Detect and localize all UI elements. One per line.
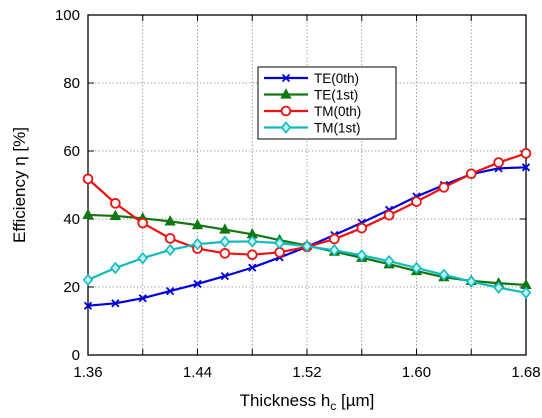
data-point (220, 271, 230, 281)
data-point (411, 261, 422, 275)
y-axis-label: Efficiency η [%] (10, 127, 29, 243)
data-point (82, 173, 94, 185)
y-tick-label: 20 (63, 279, 80, 296)
legend-swatch-marker (280, 105, 292, 117)
data-point (520, 286, 532, 300)
data-point (137, 251, 148, 265)
data-point (165, 286, 175, 296)
data-point (247, 235, 258, 248)
data-point (191, 218, 204, 230)
data-point (137, 217, 149, 229)
data-point (138, 294, 147, 303)
x-tick-label: 1.44 (183, 364, 212, 381)
data-point (438, 268, 450, 282)
y-tick-label: 60 (63, 143, 80, 160)
data-point (329, 244, 340, 257)
data-point (493, 281, 504, 294)
data-point (521, 163, 531, 172)
data-point (248, 263, 257, 272)
data-point (438, 182, 450, 193)
legend: TE(0th) TE(1st)TM(0th) TM(1st) (257, 66, 397, 140)
legend-item: TM(0th) (264, 104, 361, 119)
data-point (219, 248, 231, 259)
data-point (110, 261, 121, 275)
data-point (411, 196, 422, 207)
data-point (466, 275, 477, 288)
y-tick-label: 0 (72, 347, 80, 364)
x-axis-label-main: Thickness h (240, 391, 331, 410)
y-tick-label: 80 (63, 75, 80, 92)
y-tick-label: 100 (55, 7, 80, 24)
data-point (82, 273, 94, 287)
data-point (383, 209, 395, 221)
data-point (520, 148, 532, 159)
series-group (82, 148, 532, 310)
legend-swatch-marker (281, 73, 291, 83)
legend-item: TE(1st) (264, 88, 358, 103)
data-point (82, 208, 94, 220)
data-point (465, 168, 477, 180)
y-tick-label: 40 (63, 211, 80, 228)
data-point (193, 279, 202, 289)
x-axis-label-unit: [µm] (336, 391, 374, 410)
data-point (356, 222, 368, 234)
data-point (219, 235, 231, 249)
data-point (164, 243, 176, 257)
axis-ticks: 1.36 1.44 1.52 1.60 1.68 0 20 40 60 80 100 (55, 7, 541, 381)
data-point (110, 198, 121, 209)
legend-swatch-marker (280, 88, 292, 99)
data-point (111, 299, 120, 308)
data-point (109, 209, 122, 221)
legend-label: TE(0th) (314, 71, 359, 86)
legend-label: TM(0th) (314, 104, 361, 119)
legend-swatch-marker (280, 121, 292, 134)
data-point (301, 239, 313, 253)
x-tick-label: 1.36 (73, 364, 102, 381)
data-point (356, 249, 367, 262)
plot-frame (87, 14, 527, 356)
legend-label: TM(1st) (314, 121, 361, 136)
data-point (246, 249, 258, 261)
data-point (83, 301, 93, 310)
data-point (164, 233, 176, 244)
data-point (164, 215, 176, 226)
data-point (192, 237, 203, 251)
legend-item: TM(1st) (264, 121, 361, 136)
x-tick-label: 1.68 (511, 364, 540, 381)
data-point (383, 254, 395, 268)
legend-label: TE(1st) (314, 88, 358, 103)
grid (88, 15, 526, 355)
data-point (493, 157, 504, 168)
data-point (274, 236, 285, 250)
x-tick-label: 1.60 (402, 364, 431, 381)
data-point (329, 233, 340, 245)
data-point (219, 223, 231, 234)
legend-item: TE(0th) (264, 71, 359, 86)
x-axis-label-subscript: c (330, 399, 336, 413)
x-axis-label: Thickness hc [µm] (240, 391, 375, 413)
x-tick-label: 1.52 (292, 364, 321, 381)
series-tm-1st (82, 235, 532, 300)
